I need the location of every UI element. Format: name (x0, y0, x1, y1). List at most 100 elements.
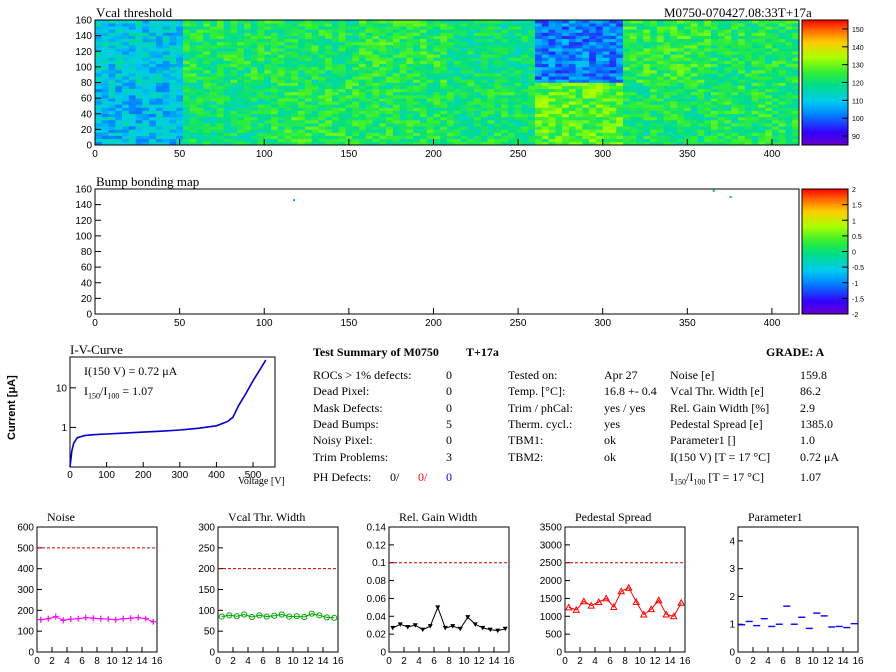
heatmap-cell (663, 70, 671, 74)
heatmap-cell (203, 48, 211, 52)
heatmap-cell (122, 107, 130, 111)
heatmap-cell (717, 79, 725, 83)
heatmap-cell (595, 60, 603, 65)
iv-ratio-text: I150/I100 = 1.07 (84, 384, 154, 401)
heatmap-cell (155, 73, 163, 77)
heatmap-cell (535, 141, 543, 146)
heatmap-cell (108, 60, 116, 65)
heatmap-cell (731, 76, 739, 80)
heatmap-cell (555, 73, 563, 77)
heatmap-cell (474, 110, 482, 115)
heatmap-cell (453, 38, 461, 43)
heatmap-cell (359, 38, 367, 43)
heatmap-cell (663, 104, 671, 108)
heatmap-cell (318, 98, 326, 102)
heatmap-cell (284, 63, 292, 68)
heatmap-cell (792, 38, 800, 43)
heatmap-cell (359, 120, 367, 124)
heatmap-cell (697, 54, 705, 58)
heatmap-cell (514, 73, 522, 77)
heatmap-cell (724, 91, 732, 96)
heatmap-cell (636, 57, 644, 61)
iv-current-text: I(150 V) = 0.72 μA (84, 364, 178, 378)
heatmap-cell (331, 45, 339, 49)
bump-bonding-map: 0 50 100 150 200 250 300 350 4000204060801001201… (75, 185, 864, 330)
heatmap-cell (359, 95, 367, 99)
heatmap-cell (589, 29, 597, 33)
heatmap-cell (95, 141, 103, 146)
results-ratio-label: I150/I100 [T = 17 °C] (670, 470, 765, 487)
heatmap-cell (744, 20, 752, 24)
heatmap-cell (135, 45, 143, 49)
heatmap-cell (460, 76, 468, 80)
heatmap-cell (453, 45, 461, 49)
heatmap-cell (771, 63, 779, 68)
heatmap-cell (609, 85, 617, 90)
heatmap-cell (792, 120, 800, 124)
heatmap-cell (738, 91, 746, 96)
heatmap-cell (690, 135, 698, 140)
heatmap-cell (623, 54, 631, 58)
heatmap-cell (690, 88, 698, 93)
heatmap-cell (122, 98, 130, 102)
heatmap-cell (331, 126, 339, 130)
heatmap-cell (541, 26, 549, 30)
heatmap-cell (440, 98, 448, 102)
heatmap-cell (521, 26, 529, 30)
heatmap-cell (683, 29, 691, 33)
heatmap-cell (758, 104, 766, 108)
heatmap-cell (683, 88, 691, 93)
heatmap-cell (406, 79, 414, 83)
heatmap-cell (433, 45, 441, 49)
heatmap-cell (616, 48, 624, 52)
heatmap-cell (183, 29, 191, 33)
heatmap-cell (223, 73, 231, 77)
heatmap-cell (331, 98, 339, 102)
heatmap-cell (494, 113, 502, 118)
heatmap-cell (311, 95, 319, 99)
heatmap-cell (528, 82, 536, 86)
heatmap-cell (189, 45, 197, 49)
heatmap-cell (758, 138, 766, 143)
heatmap-cell (115, 70, 123, 74)
heatmap-cell (717, 120, 725, 124)
heatmap-cell (771, 135, 779, 140)
heatmap-cell (765, 104, 773, 108)
heatmap-cell (717, 85, 725, 90)
heatmap-cell (677, 110, 685, 115)
heatmap-cell (528, 63, 536, 68)
heatmap-cell (135, 54, 143, 58)
heatmap-cell (433, 82, 441, 86)
heatmap-cell (250, 95, 258, 99)
heatmap-cell (711, 129, 719, 133)
heatmap-cell (562, 57, 570, 61)
heatmap-cell (521, 91, 529, 96)
heatmap-cell (291, 126, 299, 130)
heatmap-cell (460, 23, 468, 27)
heatmap-cell (352, 141, 360, 146)
heatmap-cell (738, 104, 746, 108)
heatmap-cell (474, 57, 482, 61)
heatmap-cell (331, 41, 339, 46)
heatmap-cell (690, 48, 698, 52)
heatmap-cell (304, 57, 312, 61)
heatmap-cell (602, 120, 610, 124)
heatmap-cell (724, 60, 732, 65)
heatmap-cell (115, 129, 123, 133)
heatmap-cell (318, 70, 326, 74)
heatmap-cell (595, 57, 603, 61)
condition-value: yes / yes (604, 400, 646, 415)
y-tick-label: 0 (729, 648, 735, 659)
heatmap-cell (629, 32, 637, 36)
heatmap-cell (264, 70, 272, 74)
heatmap-cell (413, 35, 421, 40)
heatmap-cell (555, 126, 563, 130)
x-tick-label: 400 (764, 318, 781, 329)
heatmap-cell (602, 138, 610, 143)
data-point (286, 613, 293, 620)
heatmap-cell (507, 107, 515, 111)
heatmap-cell (122, 57, 130, 61)
heatmap-cell (352, 129, 360, 133)
heatmap-cell (250, 132, 258, 136)
heatmap-cell (765, 76, 773, 80)
